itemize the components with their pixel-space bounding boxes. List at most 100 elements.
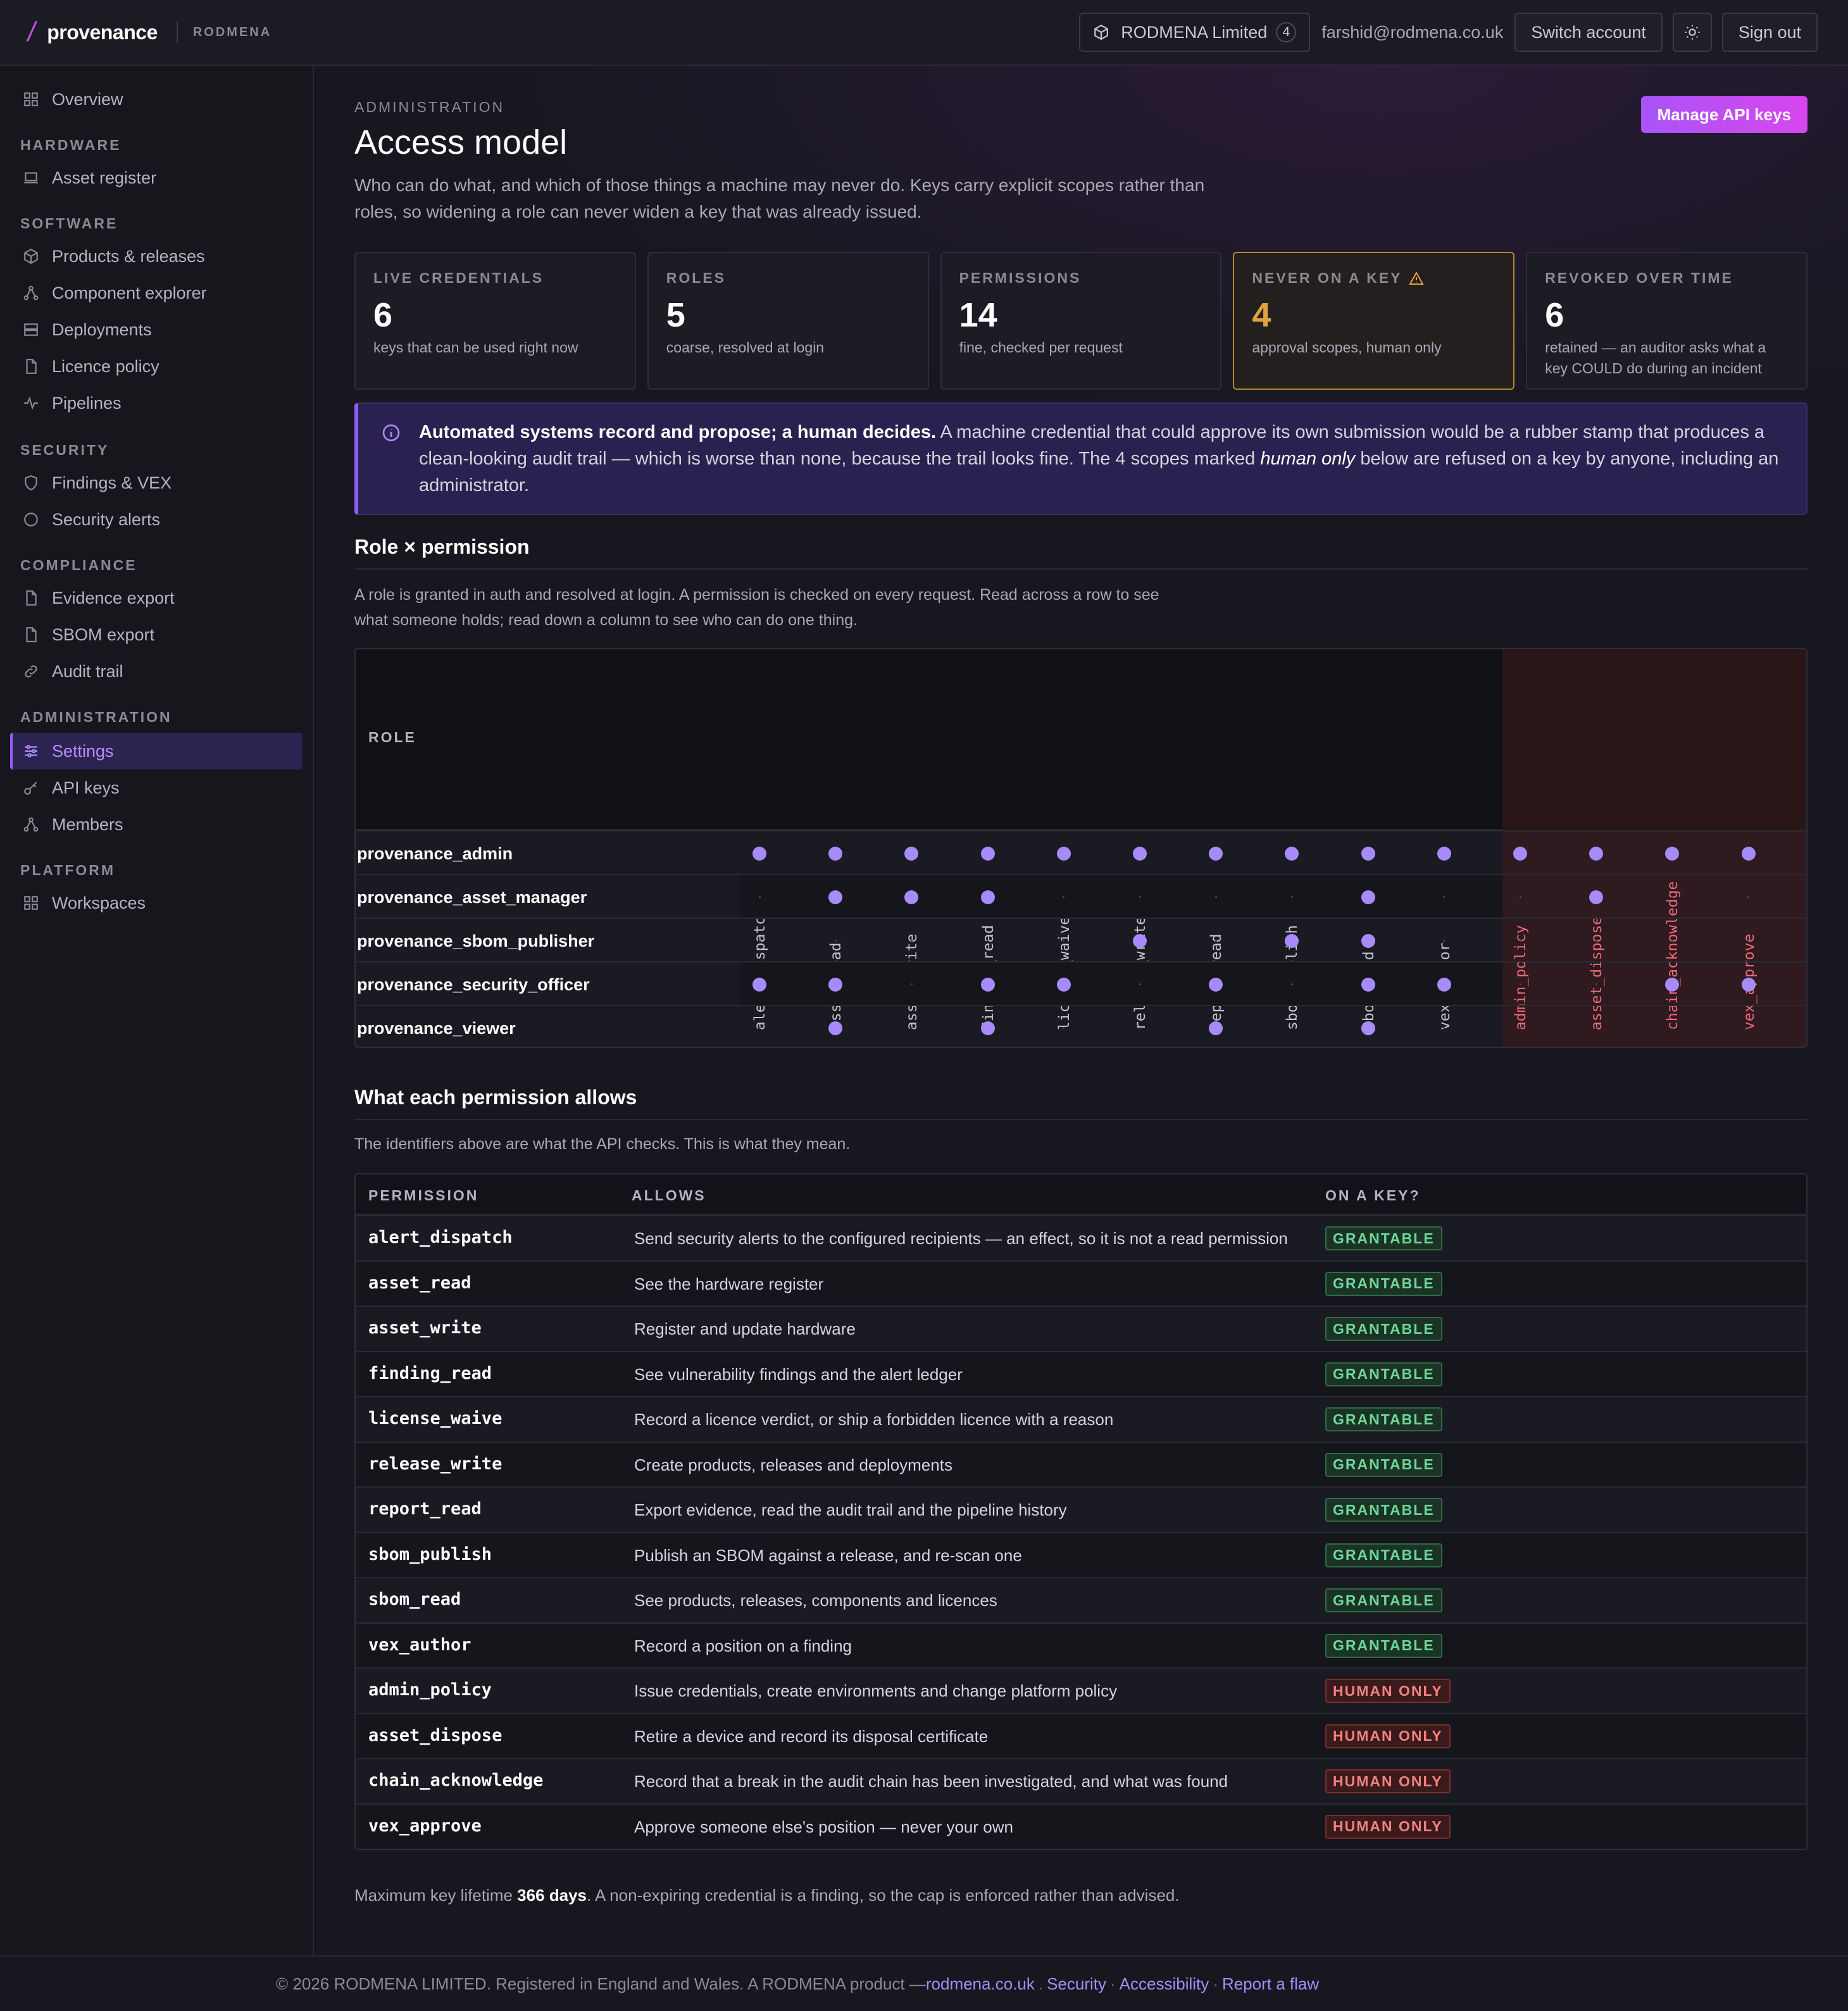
granted-dot: [752, 846, 766, 861]
sidebar-item-licence-policy[interactable]: Licence policy: [10, 348, 303, 385]
empty-cell: [975, 919, 1001, 962]
empty-cell: [1432, 919, 1457, 962]
permission-name: admin_policy: [368, 1680, 492, 1700]
stat-label: REVOKED OVER TIME: [1545, 270, 1733, 286]
matrix-row: provenance_asset_manager: [356, 874, 1806, 919]
sidebar-item-label: Members: [52, 814, 123, 834]
stat-label-row: NEVER ON A KEY: [1252, 270, 1495, 287]
role-name: provenance_admin: [357, 844, 513, 863]
sidebar-item-members[interactable]: Members: [10, 806, 303, 843]
switch-account-button[interactable]: Switch account: [1514, 13, 1663, 52]
footer-link-accessibility[interactable]: Accessibility: [1119, 1974, 1209, 1993]
org-switcher[interactable]: RODMENA Limited 4: [1079, 13, 1311, 52]
grantable-badge: GRANTABLE: [1325, 1633, 1442, 1658]
stat-card: REVOKED OVER TIME 6 retained — an audito…: [1526, 252, 1807, 390]
not-granted-mark: [910, 1027, 913, 1029]
stat-value: 5: [666, 296, 685, 334]
not-granted-mark: [1671, 1027, 1673, 1029]
sidebar-item-security-alerts[interactable]: Security alerts: [10, 501, 303, 538]
sidebar-item-products[interactable]: Products & releases: [10, 238, 303, 275]
theme-toggle-button[interactable]: [1672, 13, 1712, 52]
sidebar-item-deployments[interactable]: Deployments: [10, 311, 303, 348]
empty-cell: [1279, 875, 1304, 919]
sidebar-item-component-explorer[interactable]: Component explorer: [10, 275, 303, 311]
page-eyebrow: ADMINISTRATION: [354, 99, 505, 115]
sidebar-item-label: Audit trail: [52, 661, 123, 681]
granted-dot: [980, 977, 995, 992]
server-icon: [22, 320, 41, 339]
grant-cell: [975, 962, 1001, 1006]
grant-cell: [823, 875, 848, 919]
empty-cell: [1583, 919, 1609, 962]
column-header-permission: PERMISSION: [368, 1187, 479, 1204]
sidebar-item-settings[interactable]: Settings: [10, 733, 303, 769]
row-stripe: [740, 875, 1502, 919]
not-granted-mark: [1063, 896, 1065, 898]
sidebar-item-pipelines[interactable]: Pipelines: [10, 385, 303, 421]
sidebar-item-asset-register[interactable]: Asset register: [10, 159, 303, 196]
brand[interactable]: / provenance RODMENA: [0, 16, 272, 48]
not-granted-mark: [1519, 940, 1521, 942]
table-row: vex_author Record a position on a finding…: [356, 1622, 1806, 1667]
role-permission-matrix: ROLE alert_dispatchasset_readasset_write…: [354, 648, 1807, 1048]
sidebar-item-findings[interactable]: Findings & VEX: [10, 464, 303, 501]
empty-cell: [1659, 1006, 1685, 1047]
laptop-icon: [22, 168, 41, 187]
granted-dot: [1361, 846, 1375, 861]
permission-description: See products, releases, components and l…: [634, 1591, 997, 1610]
footer-link-security[interactable]: Security: [1047, 1974, 1106, 1993]
warning-icon: [1408, 271, 1424, 285]
not-granted-mark: [834, 940, 837, 942]
sidebar-item-overview[interactable]: Overview: [10, 81, 303, 118]
granted-dot: [1361, 890, 1375, 904]
sign-out-button[interactable]: Sign out: [1721, 13, 1818, 52]
grant-cell: [899, 831, 924, 875]
not-granted-mark: [1519, 896, 1521, 898]
stat-label: ROLES: [666, 270, 727, 286]
footer-link-site[interactable]: rodmena.co.uk: [925, 1974, 1035, 1993]
link-icon: [22, 662, 41, 681]
sidebar-item-label: Settings: [52, 741, 114, 761]
sidebar-item-api-keys[interactable]: API keys: [10, 769, 303, 806]
grant-cell: [1659, 831, 1685, 875]
granted-dot: [1056, 977, 1071, 992]
permission-name: finding_read: [368, 1363, 492, 1383]
cube-icon: [22, 247, 41, 266]
granted-dot: [1665, 846, 1680, 861]
sidebar: Overview HARDWARE Asset register SOFTWAR…: [0, 66, 314, 1955]
not-granted-mark: [1595, 1027, 1597, 1029]
sidebar-item-workspaces[interactable]: Workspaces: [10, 885, 303, 921]
granted-dot: [1209, 1021, 1223, 1035]
granted-dot: [828, 846, 843, 861]
stat-card: LIVE CREDENTIALS 6 keys that can be used…: [354, 252, 636, 390]
human-only-badge: HUMAN ONLY: [1325, 1814, 1451, 1839]
sidebar-item-evidence-export[interactable]: Evidence export: [10, 580, 303, 616]
empty-cell: [1203, 919, 1228, 962]
empty-cell: [1736, 875, 1761, 919]
footer-link-report[interactable]: Report a flaw: [1221, 1974, 1320, 1993]
grant-cell: [1203, 831, 1228, 875]
footer-separator: ·: [1213, 1974, 1218, 1993]
not-granted-mark: [1139, 983, 1141, 985]
grantable-badge: GRANTABLE: [1325, 1362, 1442, 1386]
granted-dot: [1133, 933, 1147, 948]
nav-section-security: SECURITY: [20, 442, 109, 458]
sidebar-item-audit-trail[interactable]: Audit trail: [10, 653, 303, 690]
row-stripe: [740, 962, 1502, 1006]
permission-description: Record that a break in the audit chain h…: [634, 1772, 1228, 1791]
empty-cell: [1736, 1006, 1761, 1047]
grant-cell: [1583, 831, 1609, 875]
not-granted-mark: [1290, 1027, 1293, 1029]
org-count-badge: 4: [1276, 22, 1297, 42]
not-granted-mark: [1290, 896, 1293, 898]
grantable-badge: GRANTABLE: [1325, 1317, 1442, 1341]
sidebar-item-sbom-export[interactable]: SBOM export: [10, 616, 303, 653]
stat-sub: fine, checked per request: [959, 339, 1123, 356]
empty-cell: [1279, 1006, 1304, 1047]
key-lifetime-value: 366 days: [517, 1886, 587, 1905]
not-granted-mark: [910, 940, 913, 942]
granted-dot: [1437, 846, 1451, 861]
human-only-badge: HUMAN ONLY: [1325, 1724, 1451, 1748]
grant-cell: [747, 962, 772, 1006]
manage-api-keys-button[interactable]: Manage API keys: [1640, 96, 1807, 133]
